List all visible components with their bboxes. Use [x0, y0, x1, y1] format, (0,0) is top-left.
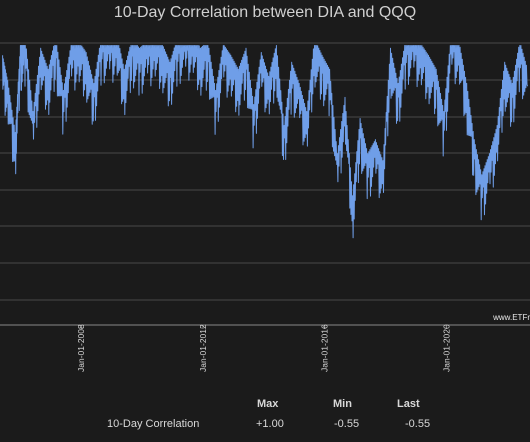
stats-row-max: +1.00: [256, 418, 284, 430]
stats-row-label: 10-Day Correlation: [107, 418, 200, 430]
plot-area: Jan-01-2008 Jan-01-2012 Jan-01-2016 Jan-01-…: [0, 42, 530, 372]
stats-table: Max Min Last 10-Day Correlation +1.00 -0…: [0, 398, 530, 442]
stats-row-last: -0.55: [405, 418, 431, 430]
x-tick-label-2: Jan-01-2012: [198, 324, 208, 372]
stats-data-row: 10-Day Correlation +1.00 -0.55 -0.55: [0, 418, 530, 434]
stats-header-row: Max Min Last: [0, 398, 530, 414]
correlation-line: [2, 45, 528, 239]
stats-header-last: Last: [397, 398, 420, 410]
x-tick-label-4: Jan-01-2020: [441, 324, 451, 372]
stats-header-min: Min: [333, 398, 352, 410]
chart-svg: Jan-01-2008 Jan-01-2012 Jan-01-2016 Jan-01-…: [0, 42, 530, 372]
stats-header-max: Max: [257, 398, 279, 410]
chart-title: 10-Day Correlation between DIA and QQQ: [113, 4, 417, 21]
watermark: www.ETFr: [493, 313, 530, 322]
x-tick-label-1: Jan-01-2008: [76, 324, 86, 372]
x-tick-label-3: Jan-01-2016: [320, 324, 330, 372]
stats-row-min: -0.55: [334, 418, 360, 430]
